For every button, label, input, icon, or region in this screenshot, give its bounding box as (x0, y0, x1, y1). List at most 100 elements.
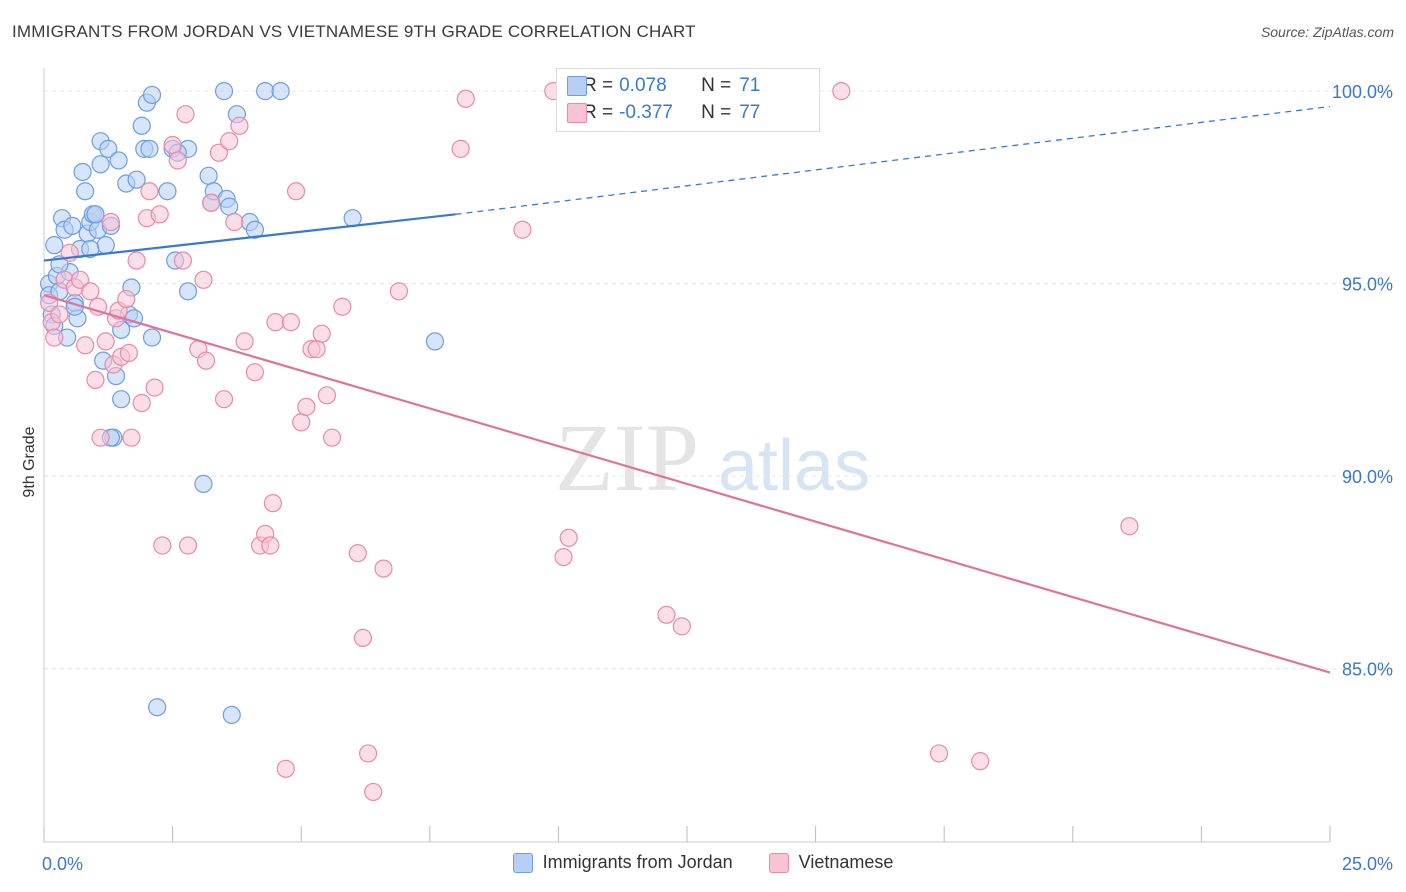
legend-item-jordan: Immigrants from Jordan (512, 852, 733, 873)
point-immigrants-from-jordan (214, 82, 234, 101)
legend-swatch-vietnamese (567, 103, 587, 123)
point-vietnamese (76, 336, 95, 355)
point-vietnamese (297, 397, 316, 416)
point-vietnamese (263, 494, 283, 513)
point-vietnamese (173, 251, 192, 270)
point-vietnamese (374, 559, 393, 578)
point-immigrants-from-jordan (199, 166, 218, 185)
data-points (40, 82, 1139, 802)
point-vietnamese (163, 135, 182, 155)
legend-r-value: 0.078 (619, 75, 667, 96)
legend-n-value: 71 (739, 75, 761, 96)
trend-line-jordan (43, 213, 456, 262)
point-vietnamese (322, 428, 342, 447)
point-immigrants-from-jordan (127, 170, 146, 189)
legend-row-vietnamese: R = -0.377 N = 77 (567, 100, 761, 126)
point-immigrants-from-jordan (148, 698, 167, 717)
point-vietnamese (50, 305, 69, 324)
point-vietnamese (214, 390, 234, 409)
point-vietnamese (235, 332, 254, 351)
point-vietnamese (150, 205, 169, 224)
point-vietnamese (145, 378, 164, 397)
point-vietnamese (451, 139, 470, 158)
point-vietnamese (312, 324, 331, 343)
point-vietnamese (333, 297, 352, 316)
point-vietnamese (101, 212, 120, 232)
point-immigrants-from-jordan (96, 236, 115, 255)
point-immigrants-from-jordan (132, 116, 151, 135)
point-vietnamese (513, 220, 532, 239)
point-immigrants-from-jordan (142, 85, 162, 105)
point-immigrants-from-jordan (73, 162, 92, 182)
point-immigrants-from-jordan (76, 182, 95, 201)
legend-swatch-jordan (512, 852, 533, 873)
point-immigrants-from-jordan (99, 139, 118, 158)
point-vietnamese (196, 351, 216, 370)
point-vietnamese (971, 752, 990, 771)
point-immigrants-from-jordan (45, 236, 64, 255)
point-vietnamese (292, 413, 311, 432)
point-vietnamese (559, 528, 578, 547)
point-immigrants-from-jordan (245, 220, 265, 239)
y-tick-label: 95.0% (1342, 275, 1393, 295)
legend-swatch-vietnamese (768, 852, 789, 873)
point-vietnamese (86, 370, 105, 390)
point-immigrants-from-jordan (142, 328, 162, 347)
point-immigrants-from-jordan (158, 182, 177, 201)
point-vietnamese (225, 212, 244, 232)
point-vietnamese (1120, 517, 1139, 536)
point-vietnamese (245, 363, 265, 382)
point-immigrants-from-jordan (140, 139, 159, 158)
point-vietnamese (281, 313, 301, 332)
point-immigrants-from-jordan (109, 151, 128, 170)
point-immigrants-from-jordan (91, 155, 110, 174)
point-vietnamese (348, 544, 367, 563)
point-vietnamese (317, 386, 337, 405)
point-vietnamese (230, 116, 249, 135)
point-vietnamese (261, 536, 280, 555)
legend-r-label: R = (583, 102, 614, 123)
point-vietnamese (220, 132, 239, 151)
point-vietnamese (122, 428, 141, 447)
point-vietnamese (127, 251, 146, 270)
point-vietnamese (266, 313, 285, 332)
point-immigrants-from-jordan (112, 390, 131, 409)
legend-item-vietnamese: Vietnamese (768, 852, 894, 873)
point-vietnamese (286, 182, 306, 201)
point-vietnamese (176, 105, 195, 124)
chart-title: IMMIGRANTS FROM JORDAN VS VIETNAMESE 9TH… (12, 22, 696, 41)
legend-r-label: R = (583, 75, 614, 96)
x-tick-label: 25.0% (1342, 854, 1393, 874)
point-vietnamese (929, 744, 949, 763)
y-tick-label: 90.0% (1342, 467, 1393, 487)
y-tick-label: 85.0% (1342, 660, 1393, 680)
legend-label-jordan: Immigrants from Jordan (542, 852, 733, 872)
legend-n-label: N = (701, 75, 732, 96)
point-vietnamese (168, 151, 187, 170)
point-vietnamese (657, 605, 676, 624)
grid-lines (44, 90, 1392, 670)
point-vietnamese (194, 270, 213, 289)
trend-line-vietnamese (43, 294, 1331, 674)
watermark-atlas: atlas (718, 426, 870, 506)
legend-label-vietnamese: Vietnamese (798, 852, 894, 872)
point-vietnamese (456, 89, 475, 108)
point-vietnamese (153, 536, 172, 555)
point-vietnamese (202, 193, 221, 212)
legend-row-jordan: R = 0.078 N = 71 (567, 73, 761, 99)
point-vietnamese (91, 428, 110, 447)
trend-line-jordan-extension (455, 105, 1331, 215)
point-vietnamese (117, 289, 136, 309)
point-vietnamese (276, 759, 295, 778)
source-credit: Source: ZipAtlas.com (1260, 24, 1394, 40)
legend-n-value: 77 (739, 102, 761, 123)
point-immigrants-from-jordan (425, 332, 445, 351)
axes (43, 68, 1331, 843)
y-axis-label: 9th Grade (21, 426, 38, 497)
point-vietnamese (81, 282, 100, 301)
point-immigrants-from-jordan (271, 82, 290, 101)
watermark-zip: ZIP (555, 404, 699, 511)
x-tick-label: 0.0% (42, 854, 83, 874)
point-immigrants-from-jordan (178, 282, 198, 301)
